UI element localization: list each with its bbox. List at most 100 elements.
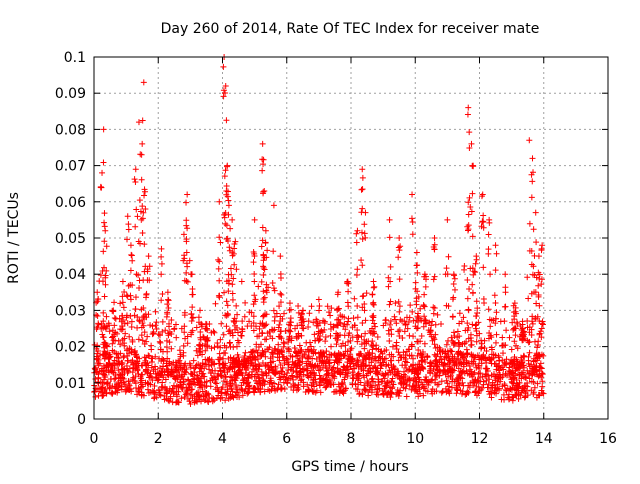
data-point bbox=[454, 334, 461, 341]
data-point bbox=[415, 346, 422, 353]
data-point bbox=[337, 312, 344, 319]
data-point bbox=[196, 391, 203, 398]
data-point bbox=[469, 190, 476, 197]
data-point bbox=[102, 227, 109, 234]
data-point bbox=[369, 313, 376, 320]
data-point bbox=[485, 231, 492, 238]
data-point bbox=[379, 370, 386, 377]
data-point bbox=[460, 355, 467, 362]
data-point bbox=[139, 383, 146, 390]
data-point bbox=[123, 312, 130, 319]
data-point bbox=[365, 379, 372, 386]
data-point bbox=[97, 352, 104, 359]
data-point bbox=[370, 284, 377, 291]
x-tick-label: 6 bbox=[282, 431, 291, 447]
data-point bbox=[404, 325, 411, 332]
data-point bbox=[270, 248, 277, 255]
data-point bbox=[472, 260, 479, 267]
data-point bbox=[131, 312, 138, 319]
data-point bbox=[341, 376, 348, 383]
data-point bbox=[119, 299, 126, 306]
data-point bbox=[391, 313, 398, 320]
data-point bbox=[526, 375, 533, 382]
data-point bbox=[121, 381, 128, 388]
data-point bbox=[345, 303, 352, 310]
data-point bbox=[409, 308, 416, 315]
data-point bbox=[370, 378, 377, 385]
data-point bbox=[113, 354, 120, 361]
data-point bbox=[100, 248, 107, 255]
data-point bbox=[444, 380, 451, 387]
data-point bbox=[422, 283, 429, 290]
data-point bbox=[344, 278, 351, 285]
data-point bbox=[106, 385, 113, 392]
data-point bbox=[449, 314, 456, 321]
data-point bbox=[256, 363, 263, 370]
data-point bbox=[387, 298, 394, 305]
data-point bbox=[101, 219, 108, 226]
data-point bbox=[223, 182, 230, 189]
data-point bbox=[277, 274, 284, 281]
data-point bbox=[132, 179, 139, 186]
data-point bbox=[95, 375, 102, 382]
data-point bbox=[234, 357, 241, 364]
data-point bbox=[351, 322, 358, 329]
data-point bbox=[461, 266, 468, 273]
data-point bbox=[248, 359, 255, 366]
data-point bbox=[178, 395, 185, 402]
data-point bbox=[94, 312, 101, 319]
data-point bbox=[119, 278, 126, 285]
data-point bbox=[195, 361, 202, 368]
data-point bbox=[439, 388, 446, 395]
data-point bbox=[432, 331, 439, 338]
data-point bbox=[400, 379, 407, 386]
data-point bbox=[310, 369, 317, 376]
data-point bbox=[220, 87, 227, 94]
data-point bbox=[133, 206, 140, 213]
data-point bbox=[277, 299, 284, 306]
data-point bbox=[539, 389, 546, 396]
data-point bbox=[296, 355, 303, 362]
data-point bbox=[132, 380, 139, 387]
data-point bbox=[317, 349, 324, 356]
data-point bbox=[257, 353, 264, 360]
data-point bbox=[217, 344, 224, 351]
data-point bbox=[474, 305, 481, 312]
data-point bbox=[395, 368, 402, 375]
data-point bbox=[263, 254, 270, 261]
data-point bbox=[376, 353, 383, 360]
data-point bbox=[183, 260, 190, 267]
data-point bbox=[393, 320, 400, 327]
data-point bbox=[254, 349, 261, 356]
data-point bbox=[455, 339, 462, 346]
data-point bbox=[500, 391, 507, 398]
data-point bbox=[203, 391, 210, 398]
data-point bbox=[347, 337, 354, 344]
data-point bbox=[152, 322, 159, 329]
data-point bbox=[473, 321, 480, 328]
data-point bbox=[232, 326, 239, 333]
data-point bbox=[369, 330, 376, 337]
data-point bbox=[469, 379, 476, 386]
data-point bbox=[528, 171, 535, 178]
data-point bbox=[477, 378, 484, 385]
data-point bbox=[277, 318, 284, 325]
data-point bbox=[511, 374, 518, 381]
data-point bbox=[528, 247, 535, 254]
data-point bbox=[270, 327, 277, 334]
data-point bbox=[342, 326, 349, 333]
data-point bbox=[503, 327, 510, 334]
data-point bbox=[129, 282, 136, 289]
data-point bbox=[253, 323, 260, 330]
data-point bbox=[136, 285, 143, 292]
data-point bbox=[511, 362, 518, 369]
data-point bbox=[385, 327, 392, 334]
data-point bbox=[252, 361, 259, 368]
data-point bbox=[327, 381, 334, 388]
data-point bbox=[485, 306, 492, 313]
data-point bbox=[390, 381, 397, 388]
data-point bbox=[270, 307, 277, 314]
data-point bbox=[236, 394, 243, 401]
data-point bbox=[521, 394, 528, 401]
data-point bbox=[531, 384, 538, 391]
